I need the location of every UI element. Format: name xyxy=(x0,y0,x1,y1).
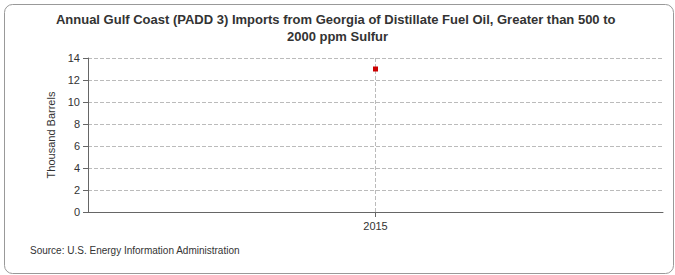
svg-text:2: 2 xyxy=(74,184,80,196)
svg-text:4: 4 xyxy=(74,162,80,174)
svg-text:Thousand Barrels: Thousand Barrels xyxy=(45,91,57,178)
svg-text:6: 6 xyxy=(74,140,80,152)
svg-text:10: 10 xyxy=(68,96,80,108)
svg-text:12: 12 xyxy=(68,74,80,86)
svg-text:0: 0 xyxy=(74,206,80,218)
svg-text:Source: U.S. Energy Informatio: Source: U.S. Energy Information Administ… xyxy=(30,245,240,256)
svg-text:2000 ppm Sulfur: 2000 ppm Sulfur xyxy=(287,29,388,44)
svg-text:2015: 2015 xyxy=(363,220,387,232)
svg-text:8: 8 xyxy=(74,118,80,130)
svg-text:14: 14 xyxy=(68,52,80,64)
svg-text:Annual Gulf Coast (PADD 3) Imp: Annual Gulf Coast (PADD 3) Imports from … xyxy=(56,12,619,27)
